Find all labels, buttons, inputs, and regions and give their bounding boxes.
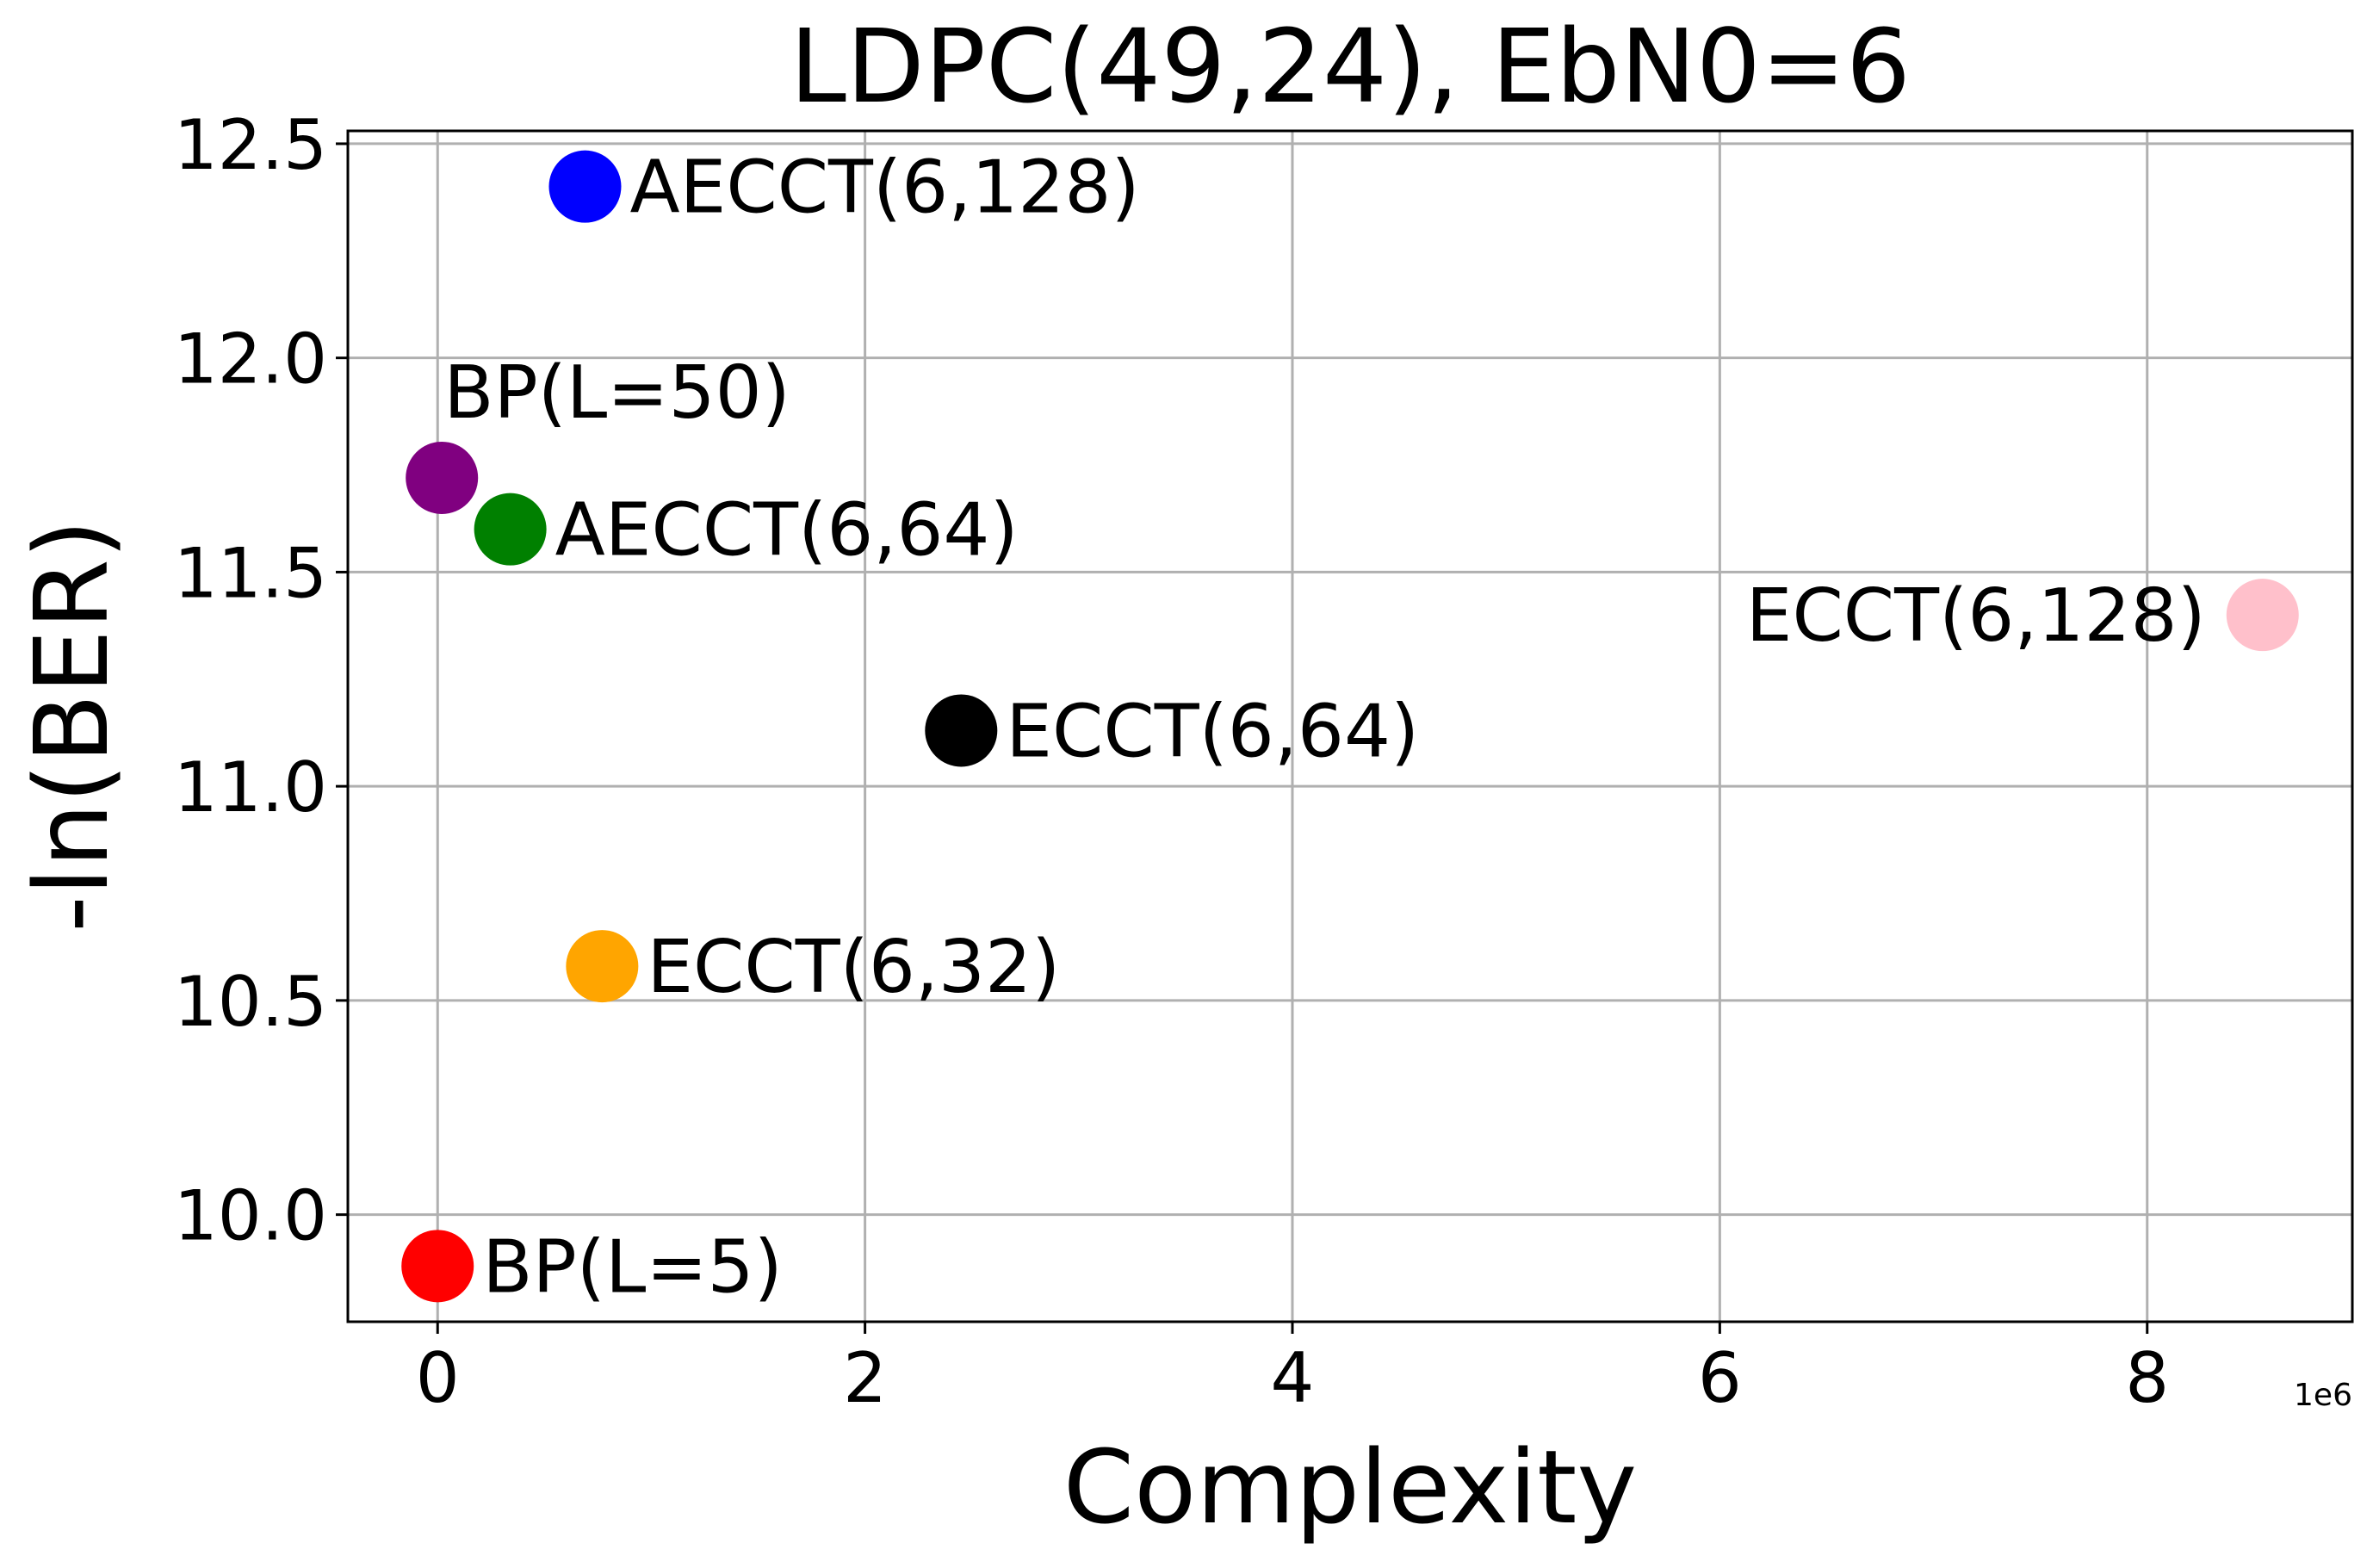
x-tick-label: 0 (416, 1338, 460, 1418)
data-point-marker (548, 150, 622, 223)
y-tick-label: 11.5 (174, 533, 327, 613)
plot-area-frame (346, 129, 2354, 1323)
data-points: AECCT(6,128) BP(L=50) AECCT(6,64) ECCT(6,12… (401, 146, 2299, 1310)
x-axis-label: Complexity (1063, 1428, 1637, 1546)
data-point-label: ECCT(6,128) (1746, 573, 2206, 659)
data-point-marker (474, 493, 547, 566)
data-point-label: ECCT(6,32) (647, 925, 1060, 1010)
chart-title: LDPC(49,24), EbN0=6 (790, 7, 1911, 126)
data-point-label: BP(L=5) (482, 1224, 783, 1310)
grid-lines (348, 131, 2352, 1322)
data-point-marker (401, 1230, 474, 1303)
data-point-label: ECCT(6,64) (1006, 689, 1419, 774)
data-point-label: AECCT(6,128) (629, 146, 1139, 231)
data-point-label: BP(L=50) (443, 350, 790, 436)
y-tick-label: 12.0 (174, 319, 327, 400)
data-point-label: AECCT(6,64) (555, 488, 1019, 573)
y-axis-label: -ln(BER) (12, 519, 131, 933)
data-point-marker (566, 930, 639, 1003)
x-tick-label: 4 (1271, 1338, 1315, 1418)
axis-ticks: 0 2 4 6 8 10.0 10.5 11.0 11.5 12.0 12.5 (174, 105, 2169, 1418)
data-point-marker (925, 694, 998, 767)
x-axis-offset-text: 1e6 (2294, 1378, 2352, 1413)
x-tick-label: 2 (843, 1338, 887, 1418)
y-tick-label: 11.0 (174, 747, 327, 827)
data-point-marker (406, 441, 479, 514)
y-tick-label: 10.0 (174, 1176, 327, 1256)
x-tick-label: 6 (1698, 1338, 1742, 1418)
x-tick-label: 8 (2125, 1338, 2169, 1418)
y-tick-label: 10.5 (174, 962, 327, 1042)
data-point-marker (2226, 579, 2299, 652)
y-tick-label: 12.5 (174, 105, 327, 185)
